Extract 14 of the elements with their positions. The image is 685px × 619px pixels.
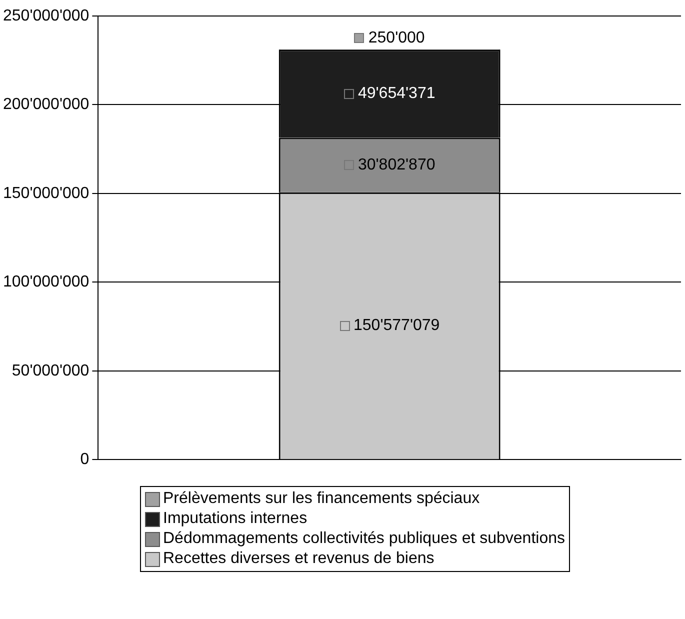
legend-label: Prélèvements sur les financements spéciaux [163,489,480,509]
legend-label: Dédommagements collectivités publiques et subventions [163,529,565,549]
legend-label: Imputations internes [163,509,308,529]
data-label: 30'802'870 [358,156,436,174]
y-tick-label: 200'000'000 [2,96,90,114]
y-tick-label: 50'000'000 [12,362,90,380]
data-label: 150'577'079 [354,317,440,334]
legend-label: Recettes diverses et revenus de biens [163,549,434,569]
y-tick-label: 150'000'000 [2,184,90,202]
data-label: 49'654'371 [358,85,436,102]
data-label: 250'000 [368,30,425,47]
y-tick-label: 100'000'000 [2,274,90,291]
y-tick-label: 250'000'000 [2,7,90,24]
y-tick-label: 0 [80,451,90,468]
